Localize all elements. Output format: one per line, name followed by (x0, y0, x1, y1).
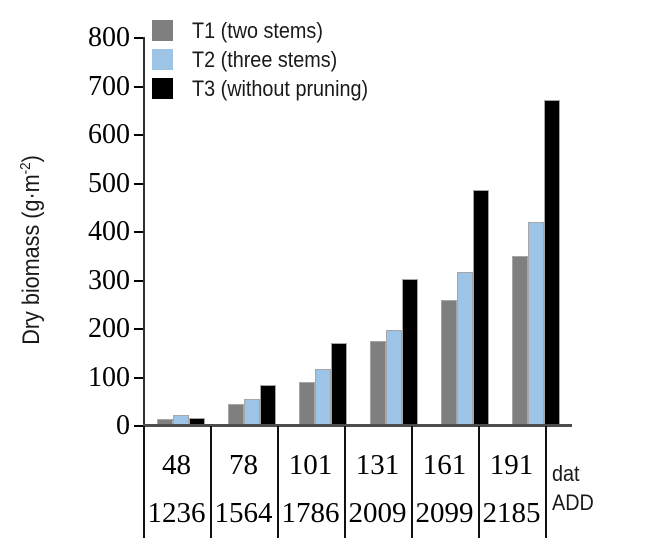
y-tick-mark (134, 425, 143, 427)
legend-label-T3: T3 (without pruning) (192, 75, 369, 101)
table-dat-cell: 191 (489, 449, 534, 481)
dat-row-label: dat (552, 461, 580, 486)
add-row-label: ADD (552, 490, 594, 515)
legend-label-T2: T2 (three stems) (192, 46, 338, 72)
bar-T3-group-3 (330, 342, 347, 426)
bar-T1-group-4 (370, 341, 386, 426)
table-add-cell: 1786 (281, 497, 340, 529)
y-tick-label: 400 (88, 216, 130, 247)
y-tick-label: 700 (88, 70, 130, 102)
y-tick-label: 800 (88, 22, 130, 53)
y-tick-label: 600 (88, 119, 130, 150)
legend: T1 (two stems) T2 (three stems) T3 (withou… (152, 16, 388, 103)
table-dat-cell: 161 (422, 449, 467, 481)
legend-label-T1: T1 (two stems) (192, 17, 323, 43)
bar-T1-group-5 (441, 299, 458, 426)
y-tick-mark (134, 328, 143, 330)
table-vline (344, 426, 346, 538)
y-tick-label: 100 (88, 361, 130, 393)
bar-T2-group-1 (172, 415, 189, 426)
legend-swatch-T1 (152, 20, 173, 41)
y-axis-line (143, 37, 145, 427)
y-tick-label: 0 (116, 410, 130, 441)
table-dat-cell: 101 (288, 449, 333, 481)
bar-T1-group-3 (298, 382, 315, 426)
y-tick-label: 500 (88, 167, 130, 199)
y-tick-mark (134, 231, 143, 233)
legend-swatch-T3 (152, 78, 173, 99)
bar-T2-group-2 (243, 398, 260, 426)
bar-T3-group-6 (544, 100, 561, 426)
bar-T3-group-1 (188, 417, 205, 426)
bar-T1-group-6 (512, 256, 529, 426)
table-add-cell: 1236 (147, 497, 206, 529)
bar-T2-group-5 (457, 271, 474, 426)
legend-swatch-T2 (152, 49, 173, 70)
y-tick-mark (134, 134, 143, 136)
bar-T1-group-2 (227, 404, 244, 426)
table-add-cell: 2099 (415, 497, 474, 529)
table-vline (478, 426, 480, 538)
table-dat-cell: 48 (162, 449, 191, 481)
y-tick-mark (134, 376, 143, 379)
legend-item-T1: T1 (two stems) (152, 16, 388, 45)
legend-item-T2: T2 (three stems) (152, 45, 388, 74)
table-dat-cell: 131 (355, 449, 400, 481)
y-tick-label: 300 (88, 264, 130, 296)
y-tick-mark (134, 279, 143, 282)
y-tick-mark (134, 85, 143, 88)
bar-T2-group-4 (386, 329, 402, 426)
x-axis-line (143, 424, 572, 427)
y-tick-mark (134, 182, 143, 185)
table-add-cell: 2185 (482, 497, 541, 529)
bar-T3-group-4 (402, 279, 418, 426)
table-dat-cell: 78 (229, 449, 258, 481)
bar-T3-group-2 (259, 384, 276, 426)
bar-T2-group-3 (314, 369, 331, 426)
y-tick-mark (134, 37, 143, 39)
y-tick-label: 200 (88, 313, 130, 344)
table-vline (210, 426, 212, 538)
table-add-cell: 2009 (348, 497, 407, 529)
bar-T2-group-6 (528, 222, 545, 426)
table-vline (277, 426, 279, 538)
bar-T3-group-5 (473, 189, 490, 426)
table-add-cell: 1564 (214, 497, 273, 529)
bar-T1-group-1 (156, 418, 173, 426)
y-axis-title-close: ) (18, 155, 45, 163)
table-vline (143, 426, 145, 538)
y-axis-title-superscript: -2 (18, 162, 34, 175)
table-vline (545, 426, 547, 538)
legend-item-T3: T3 (without pruning) (152, 74, 388, 103)
table-vline (411, 426, 413, 538)
